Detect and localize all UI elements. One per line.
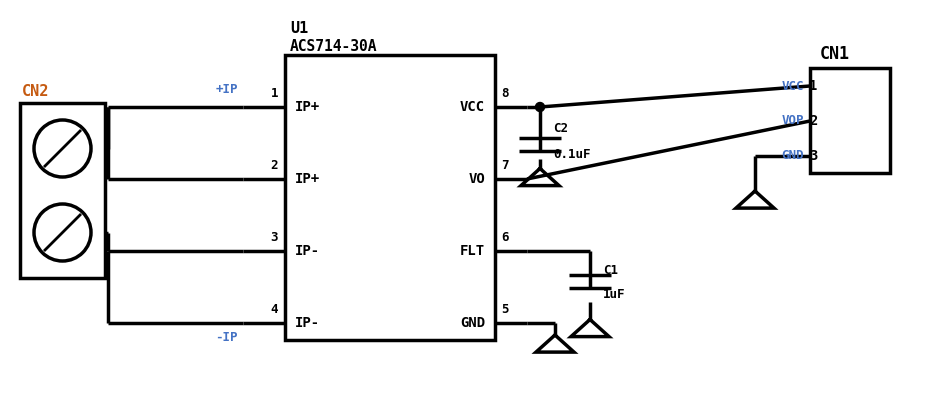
Text: IP+: IP+ [295, 172, 320, 186]
Text: CN1: CN1 [820, 45, 850, 63]
Text: IP+: IP+ [295, 100, 320, 114]
Text: 0.1uF: 0.1uF [553, 148, 590, 160]
Text: -IP: -IP [216, 331, 238, 344]
Text: GND: GND [782, 149, 804, 162]
Text: 1uF: 1uF [603, 288, 625, 302]
Text: 4: 4 [270, 303, 278, 316]
Text: 6: 6 [501, 231, 509, 244]
Text: ACS714-30A: ACS714-30A [290, 39, 377, 54]
Text: C2: C2 [553, 122, 568, 135]
Text: CN2: CN2 [22, 84, 49, 99]
Text: VOP: VOP [782, 115, 804, 127]
Text: GND: GND [460, 316, 485, 330]
Text: 1: 1 [809, 79, 818, 93]
Text: IP-: IP- [295, 244, 320, 258]
Text: 1: 1 [270, 87, 278, 100]
Text: 7: 7 [501, 159, 509, 172]
Text: 5: 5 [501, 303, 509, 316]
Text: 8: 8 [501, 87, 509, 100]
Bar [285, 55, 495, 340]
Text: C1: C1 [603, 264, 618, 277]
Text: VCC: VCC [460, 100, 485, 114]
Circle shape [536, 102, 545, 111]
Bar [810, 68, 890, 173]
Text: VCC: VCC [782, 80, 804, 93]
Text: 3: 3 [809, 149, 818, 163]
Text: IP-: IP- [295, 316, 320, 330]
Text: +IP: +IP [216, 83, 238, 96]
Bar [20, 103, 105, 278]
Text: 2: 2 [270, 159, 278, 172]
Text: U1: U1 [290, 21, 308, 36]
Text: VO: VO [468, 172, 485, 186]
Text: FLT: FLT [460, 244, 485, 258]
Text: 2: 2 [809, 114, 818, 128]
Text: 3: 3 [270, 231, 278, 244]
